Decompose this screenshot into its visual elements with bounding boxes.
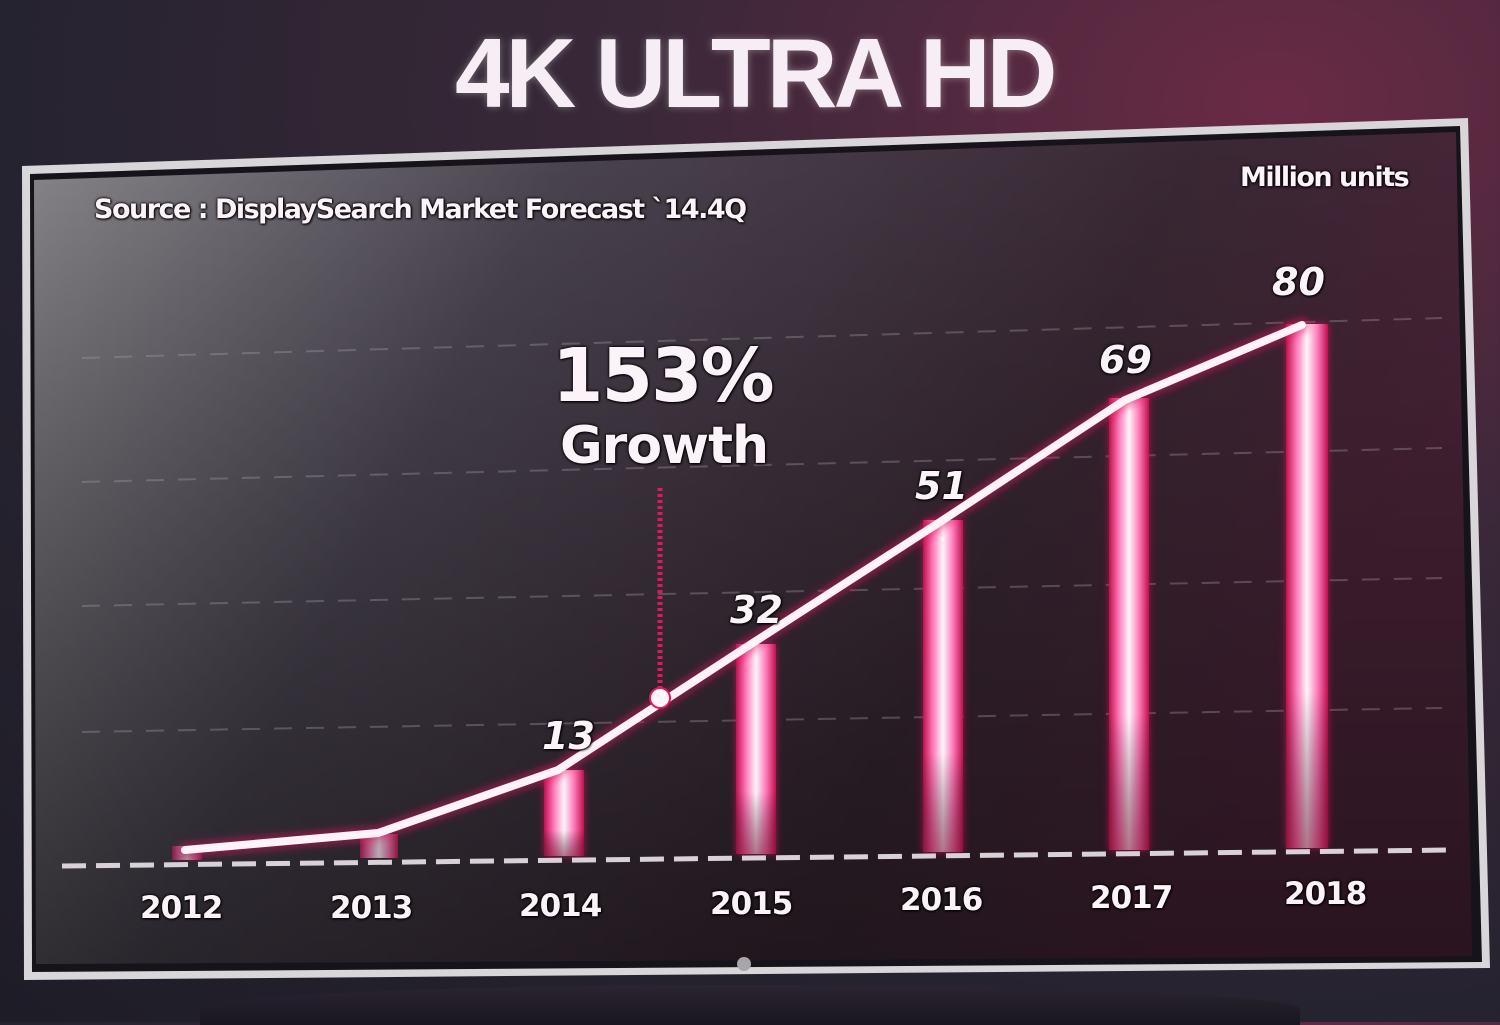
bar-2017 xyxy=(1109,398,1149,850)
x-axis-baseline xyxy=(61,847,1451,869)
units-label: Million units xyxy=(1240,162,1410,193)
x-tick-2017: 2017 xyxy=(1090,880,1173,916)
x-tick-2012: 2012 xyxy=(140,890,223,926)
x-tick-2015: 2015 xyxy=(710,886,793,922)
growth-percent: 153% xyxy=(552,333,775,419)
growth-label: Growth xyxy=(560,416,769,476)
x-tick-2014: 2014 xyxy=(519,888,602,924)
bar-2016 xyxy=(923,520,963,852)
brand-logo-icon xyxy=(737,957,751,971)
growth-marker-dot xyxy=(649,687,671,709)
slide-headline: 4K ULTRA HD xyxy=(455,18,1057,128)
x-tick-2018: 2018 xyxy=(1284,876,1367,912)
x-tick-2016: 2016 xyxy=(900,882,983,918)
source-label: Source : DisplaySearch Market Forecast `… xyxy=(94,194,747,225)
bars xyxy=(172,324,1328,860)
x-tick-2013: 2013 xyxy=(330,890,413,926)
data-label-2015: 32 xyxy=(730,588,783,632)
data-label-2016: 51 xyxy=(915,464,968,508)
tv-stand xyxy=(200,985,1300,1025)
data-label-2014: 13 xyxy=(542,714,595,758)
bar-2018 xyxy=(1286,324,1328,848)
data-label-2017: 69 xyxy=(1099,338,1152,382)
bar-2014 xyxy=(544,770,584,856)
chart-canvas xyxy=(22,118,1490,980)
bar-2015 xyxy=(736,644,776,854)
data-label-2018: 80 xyxy=(1272,260,1325,304)
tv-screen: Source : DisplaySearch Market Forecast `… xyxy=(22,118,1490,988)
